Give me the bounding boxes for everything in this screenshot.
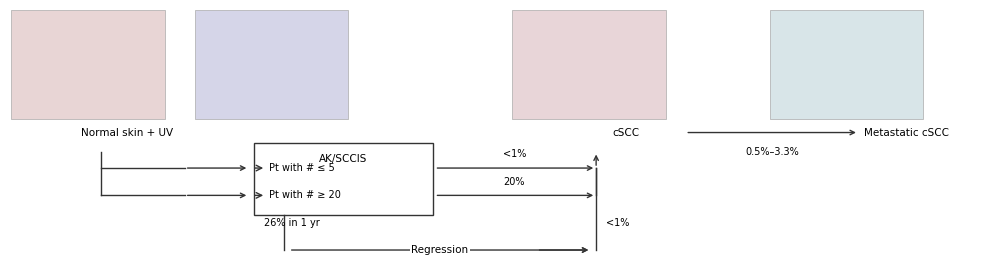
Text: cSCC: cSCC	[612, 128, 639, 137]
FancyBboxPatch shape	[512, 10, 666, 119]
FancyBboxPatch shape	[195, 10, 348, 119]
Text: <1%: <1%	[606, 218, 629, 228]
FancyBboxPatch shape	[11, 10, 165, 119]
Text: 26% in 1 yr: 26% in 1 yr	[264, 218, 320, 228]
Text: Regression: Regression	[412, 245, 468, 255]
Text: 0.5%–3.3%: 0.5%–3.3%	[746, 147, 799, 157]
FancyBboxPatch shape	[769, 10, 923, 119]
Text: Pt with # ≤ 5: Pt with # ≤ 5	[269, 163, 335, 173]
Text: AK/SCCIS: AK/SCCIS	[319, 154, 368, 164]
Text: <1%: <1%	[503, 149, 526, 160]
Text: Normal skin + UV: Normal skin + UV	[81, 128, 173, 137]
Text: Metastatic cSCC: Metastatic cSCC	[864, 128, 948, 137]
Text: 20%: 20%	[504, 177, 525, 187]
Text: Pt with # ≥ 20: Pt with # ≥ 20	[269, 190, 341, 200]
